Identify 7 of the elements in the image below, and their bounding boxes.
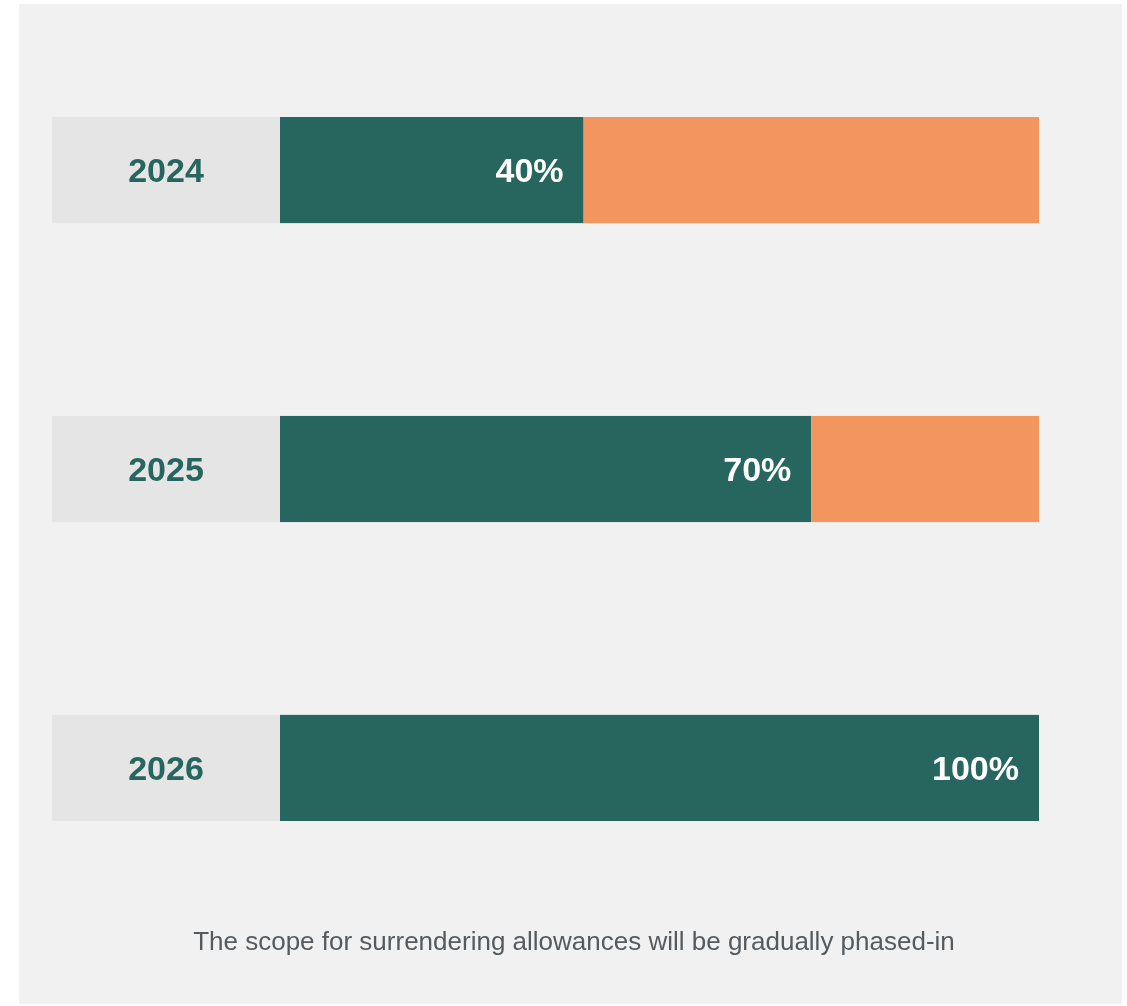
data-label: 40% <box>495 150 564 189</box>
text: The scope for surrendering allowances will be gradually phased-in <box>193 926 955 956</box>
data-label: 100% <box>932 748 1019 787</box>
y-tick-label: 2024 <box>128 150 204 189</box>
data-label: 70% <box>723 449 792 488</box>
y-tick-label: 2026 <box>128 748 204 787</box>
y-tick-label: 2025 <box>128 449 204 488</box>
